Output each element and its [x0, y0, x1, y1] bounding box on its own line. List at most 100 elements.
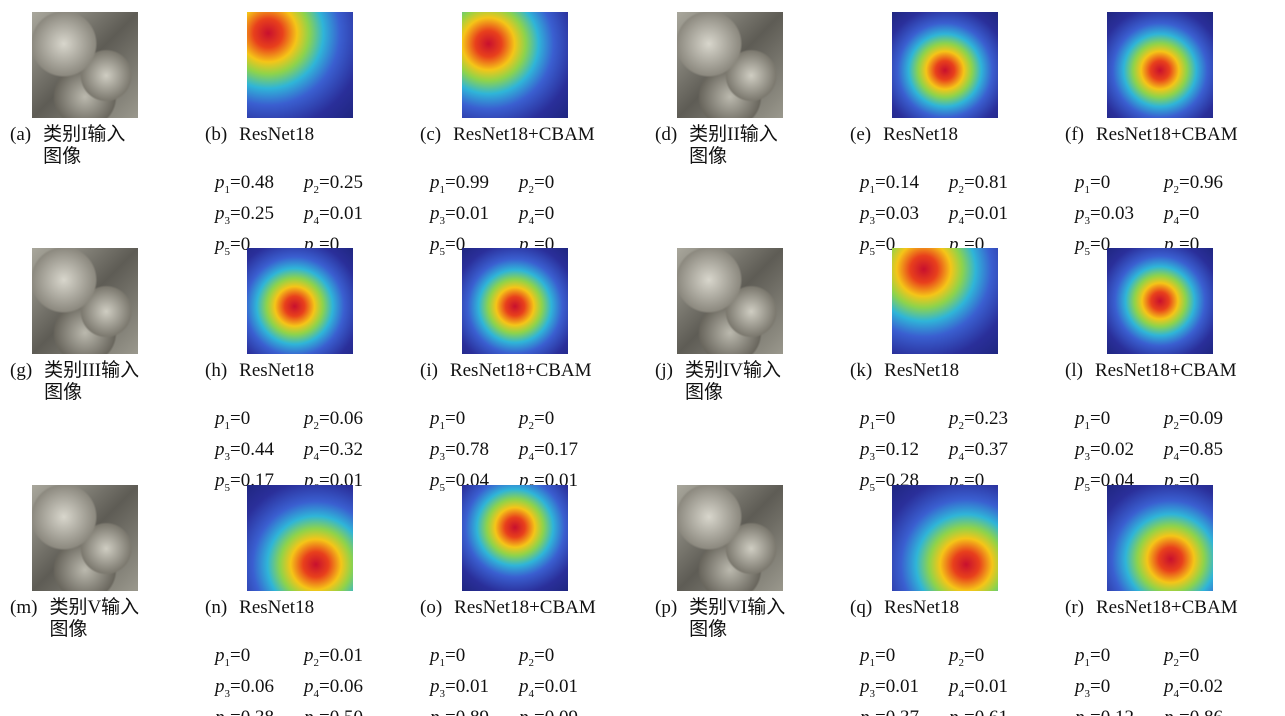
heatmap-image: [462, 485, 568, 591]
prob-symbol: p: [949, 172, 959, 193]
prob-item: p1=0: [1075, 171, 1164, 202]
prob-row: p1=0p2=0.09: [1075, 407, 1253, 438]
prob-item: p3=0.02: [1075, 438, 1164, 469]
prob-symbol: p: [304, 676, 314, 697]
panel-tag: (e): [850, 124, 871, 146]
probabilities: p1=0p2=0p3=0.01p4=0.01p5=0.37p6=0.61: [860, 644, 1038, 716]
prob-item: p2=0: [949, 644, 1038, 675]
prob-value: 0.03: [886, 203, 919, 224]
prob-symbol: p: [519, 645, 529, 666]
prob-symbol: p: [860, 707, 870, 716]
caption: 类别III输入图像: [44, 360, 139, 404]
prob-value: 0: [1101, 172, 1111, 193]
prob-value: 0.32: [330, 439, 363, 460]
prob-symbol: p: [304, 645, 314, 666]
equals: =: [534, 645, 545, 666]
prob-value: 0: [545, 645, 555, 666]
equals: =: [534, 408, 545, 429]
heatmap-image: [1107, 248, 1213, 354]
prob-symbol: p: [519, 676, 529, 697]
caption-line: 类别V输入: [49, 597, 139, 619]
prob-item: p3=0.78: [430, 438, 519, 469]
panel-tag: (p): [655, 597, 677, 619]
equals: =: [319, 676, 330, 697]
prob-symbol: p: [860, 645, 870, 666]
equals: =: [1090, 645, 1101, 666]
prob-value: 0.12: [1101, 707, 1134, 716]
prob-item: p3=0.06: [215, 675, 304, 706]
prob-row: p3=0p4=0.02: [1075, 675, 1253, 706]
prob-item: p3=0.03: [1075, 202, 1164, 233]
caption-line: ResNet18+CBAM: [453, 124, 595, 146]
prob-value: 0.23: [975, 408, 1008, 429]
caption: ResNet18+CBAM: [453, 124, 595, 146]
equals: =: [230, 408, 241, 429]
prob-symbol: p: [215, 203, 225, 224]
prob-item: p2=0.09: [1164, 407, 1253, 438]
equals: =: [230, 707, 241, 716]
caption-line: 类别IV输入: [685, 360, 781, 382]
prob-symbol: p: [949, 203, 959, 224]
heatmap-image: [1107, 485, 1213, 591]
panel-label: (f)ResNet18+CBAM: [1065, 124, 1238, 146]
prob-value: 0.06: [330, 676, 363, 697]
equals: =: [230, 470, 241, 491]
equals: =: [1090, 408, 1101, 429]
prob-item: p5=0.89: [430, 706, 519, 716]
prob-value: 0.99: [456, 172, 489, 193]
equals: =: [964, 439, 975, 460]
prob-value: 0: [456, 408, 466, 429]
prob-row: p3=0.03p4=0: [1075, 202, 1253, 233]
equals: =: [1090, 707, 1101, 716]
equals: =: [445, 203, 456, 224]
prob-symbol: p: [430, 408, 440, 429]
prob-symbol: p: [519, 707, 529, 716]
caption-line: 图像: [43, 146, 125, 168]
panel-tag: (l): [1065, 360, 1083, 382]
prob-value: 0.02: [1190, 676, 1223, 697]
prob-value: 0.01: [330, 203, 363, 224]
prob-symbol: p: [860, 470, 870, 491]
prob-symbol: p: [949, 676, 959, 697]
prob-value: 0.25: [241, 203, 274, 224]
prob-item: p2=0.96: [1164, 171, 1253, 202]
prob-item: p4=0.17: [519, 438, 608, 469]
prob-symbol: p: [860, 234, 870, 255]
prob-value: 0: [975, 645, 985, 666]
equals: =: [534, 172, 545, 193]
prob-row: p3=0.03p4=0.01: [860, 202, 1038, 233]
heatmap-image: [462, 12, 568, 118]
panel-label: (j)类别IV输入图像: [655, 360, 781, 404]
prob-value: 0.09: [1190, 408, 1223, 429]
prob-item: p1=0: [430, 644, 519, 675]
equals: =: [1179, 439, 1190, 460]
prob-value: 0.44: [241, 439, 274, 460]
prob-item: p3=0.03: [860, 202, 949, 233]
prob-row: p5=0.12p6=0.86: [1075, 706, 1253, 716]
heatmap-image: [462, 248, 568, 354]
prob-value: 0: [456, 645, 466, 666]
prob-item: p4=0.01: [304, 202, 393, 233]
caption: ResNet18+CBAM: [450, 360, 592, 382]
caption: 类别II输入图像: [689, 124, 778, 168]
prob-symbol: p: [304, 439, 314, 460]
equals: =: [875, 676, 886, 697]
prob-value: 0.01: [330, 645, 363, 666]
prob-item: p1=0: [215, 644, 304, 675]
caption-line: 图像: [685, 382, 781, 404]
prob-symbol: p: [304, 203, 314, 224]
prob-symbol: p: [215, 439, 225, 460]
caption-line: ResNet18: [239, 360, 314, 382]
prob-symbol: p: [519, 172, 529, 193]
equals: =: [445, 645, 456, 666]
caption-line: ResNet18+CBAM: [1096, 597, 1238, 619]
caption-line: 类别III输入: [44, 360, 139, 382]
prob-value: 0.01: [975, 676, 1008, 697]
caption-line: 类别I输入: [43, 124, 125, 146]
prob-symbol: p: [304, 707, 314, 716]
prob-row: p3=0.12p4=0.37: [860, 438, 1038, 469]
equals: =: [1179, 645, 1190, 666]
caption-line: 图像: [49, 619, 139, 641]
heatmap-image: [892, 248, 998, 354]
panel-label: (r)ResNet18+CBAM: [1065, 597, 1238, 619]
